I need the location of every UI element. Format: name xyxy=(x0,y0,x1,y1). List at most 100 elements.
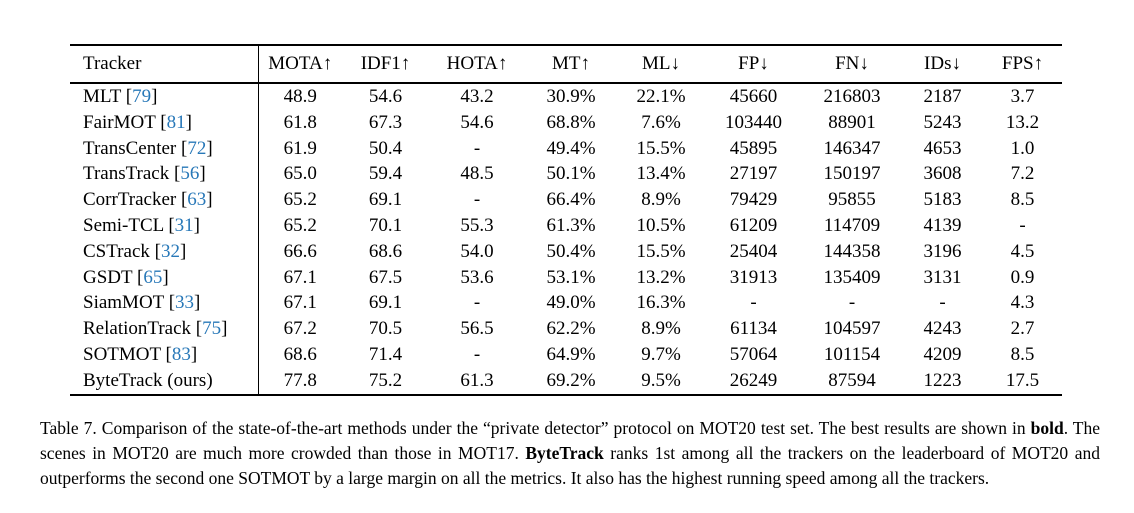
tracker-name-cell: MLT [79] xyxy=(70,83,259,110)
tracker-name-cell: CSTrack [32] xyxy=(70,238,259,265)
citation-link[interactable]: 81 xyxy=(166,111,186,133)
cell-ids: 3131 xyxy=(923,266,962,288)
cell-ids: 5183 xyxy=(923,189,962,211)
cell-fn: 104597 xyxy=(823,318,881,340)
tracker-name-cell: SOTMOT [83] xyxy=(70,341,259,368)
citation-link[interactable]: 63 xyxy=(187,189,207,211)
table-row: CSTrack [32] 66.6 68.6 54.0 50.4% 15.5% 25404 1… xyxy=(70,238,1062,265)
cell-fp: 26249 xyxy=(729,369,778,391)
column-header-ml: ML↓ xyxy=(617,45,705,84)
cell-ids: 4243 xyxy=(923,318,962,340)
column-header-ids: IDs↓ xyxy=(902,45,983,84)
cell-mota: 66.6 xyxy=(283,240,317,262)
table-row: TransTrack [56] 65.0 59.4 48.5 50.1% 13.4% 271… xyxy=(70,161,1062,188)
tracker-name: TransTrack xyxy=(83,163,170,185)
citation-link[interactable]: 83 xyxy=(171,343,191,365)
cell-hota: - xyxy=(473,292,481,314)
tracker-name: FairMOT xyxy=(83,111,156,133)
tracker-name: Semi-TCL xyxy=(83,214,164,236)
cell-idf1: 68.6 xyxy=(368,240,403,262)
cell-ids: 3196 xyxy=(923,240,962,262)
cell-fn: 135409 xyxy=(823,266,881,288)
tracker-name-cell: TransTrack [56] xyxy=(70,161,259,188)
column-header-tracker: Tracker xyxy=(70,45,259,84)
cell-mota: 48.9 xyxy=(283,86,317,107)
cell-mt: 50.1% xyxy=(546,163,596,185)
cell-mota: 61.9 xyxy=(283,137,317,159)
caption-text: Table 7. Comparison of the state-of-the-… xyxy=(40,417,1031,438)
cell-hota: 61.3 xyxy=(460,369,494,391)
cell-fn: 150197 xyxy=(823,163,881,185)
cell-mota: 65.2 xyxy=(283,189,317,211)
table-body: MLT [79] 48.9 54.6 43.2 30.9% 22.1% 45660 21680… xyxy=(70,83,1062,395)
cell-mota: 65.0 xyxy=(283,163,317,185)
cell-fp: 45895 xyxy=(729,137,778,159)
cell-mt: 61.3% xyxy=(546,214,596,236)
cell-idf1: 59.4 xyxy=(368,163,403,185)
citation-link[interactable]: 75 xyxy=(202,318,222,340)
tracker-name-cell: ByteTrack (ours) xyxy=(70,367,259,395)
citation-link[interactable]: 79 xyxy=(132,86,152,107)
tracker-name: RelationTrack xyxy=(83,318,192,340)
table-row: Semi-TCL [31] 65.2 70.1 55.3 61.3% 10.5% 61209… xyxy=(70,212,1062,239)
citation-link[interactable]: 65 xyxy=(143,266,163,288)
cell-ml: 13.4% xyxy=(636,163,686,185)
cell-mota: 65.2 xyxy=(283,214,317,236)
cell-fp: 27197 xyxy=(729,163,778,185)
tracker-name: CorrTracker xyxy=(83,189,177,211)
table-row: SOTMOT [83] 68.6 71.4 - 64.9% 9.7% 57064 101154… xyxy=(70,341,1062,368)
cell-ml: 15.5% xyxy=(636,137,686,159)
citation-link[interactable]: 32 xyxy=(160,240,180,262)
cell-ml: 9.7% xyxy=(641,343,681,365)
cell-fn: 87594 xyxy=(828,369,876,391)
tracker-name: ByteTrack (ours) xyxy=(83,369,213,391)
cell-ml: 9.5% xyxy=(641,369,681,391)
cell-fps: 8.5 xyxy=(1010,343,1035,365)
citation-link[interactable]: 33 xyxy=(175,292,195,314)
cell-fn: 144358 xyxy=(823,240,881,262)
cell-mt: 62.2% xyxy=(546,318,596,340)
column-header-hota: HOTA↑ xyxy=(429,45,525,84)
cell-fn: - xyxy=(848,292,856,314)
cell-ml: 13.2% xyxy=(636,266,686,288)
column-header-mt: MT↑ xyxy=(525,45,617,84)
cell-ids: 4209 xyxy=(923,343,962,365)
cell-mt: 53.1% xyxy=(546,266,596,288)
cell-hota: 55.3 xyxy=(460,214,494,236)
cell-hota: - xyxy=(473,137,481,159)
table-header-row: Tracker MOTA↑ IDF1↑ HOTA↑ MT↑ ML↓ FP↓ FN↓ IDs↓ FP… xyxy=(70,45,1062,84)
column-header-fn: FN↓ xyxy=(802,45,902,84)
table-row: SiamMOT [33] 67.1 69.1 - 49.0% 16.3% - - - 4.3 xyxy=(70,290,1062,317)
table-caption: Table 7. Comparison of the state-of-the-… xyxy=(40,416,1100,491)
table-row: GSDT [65] 67.1 67.5 53.6 53.1% 13.2% 31913 1354… xyxy=(70,264,1062,291)
citation-link[interactable]: 72 xyxy=(187,137,207,159)
table-row: TransCenter [72] 61.9 50.4 - 49.4% 15.5% 45895… xyxy=(70,135,1062,162)
cell-fp: 61134 xyxy=(730,318,777,340)
cell-fn: 146347 xyxy=(823,137,881,159)
cell-fn: 95855 xyxy=(828,189,876,211)
cell-ids: - xyxy=(939,292,946,314)
citation-link[interactable]: 31 xyxy=(174,214,194,236)
tracker-name-cell: CorrTracker [63] xyxy=(70,187,259,213)
table-row: ByteTrack (ours) 77.8 75.2 61.3 69.2% 9.5% 262… xyxy=(70,367,1062,395)
cell-fps: 4.3 xyxy=(1010,292,1035,314)
tracker-name-cell: TransCenter [72] xyxy=(70,135,259,162)
cell-idf1: 69.1 xyxy=(368,189,403,211)
tracker-name-cell: GSDT [65] xyxy=(70,264,259,291)
cell-mota: 67.1 xyxy=(283,266,317,288)
tracker-name: MLT xyxy=(83,86,122,107)
cell-fps: 4.5 xyxy=(1010,240,1035,262)
cell-mt: 68.8% xyxy=(546,111,596,133)
cell-idf1: 69.1 xyxy=(368,292,403,314)
tracker-name: GSDT xyxy=(83,266,133,288)
caption-text: ranks 1st among all the trackers on the … xyxy=(40,442,1100,488)
cell-mt: 50.4% xyxy=(546,240,596,262)
citation-link[interactable]: 56 xyxy=(180,163,200,185)
cell-ml: 7.6% xyxy=(641,111,681,133)
cell-fp: 103440 xyxy=(725,111,782,133)
cell-idf1: 71.4 xyxy=(368,343,403,365)
cell-hota: 56.5 xyxy=(460,318,494,340)
cell-fps: 3.7 xyxy=(1010,86,1035,107)
cell-fps: 0.9 xyxy=(1010,266,1035,288)
tracker-name-cell: RelationTrack [75] xyxy=(70,316,259,342)
